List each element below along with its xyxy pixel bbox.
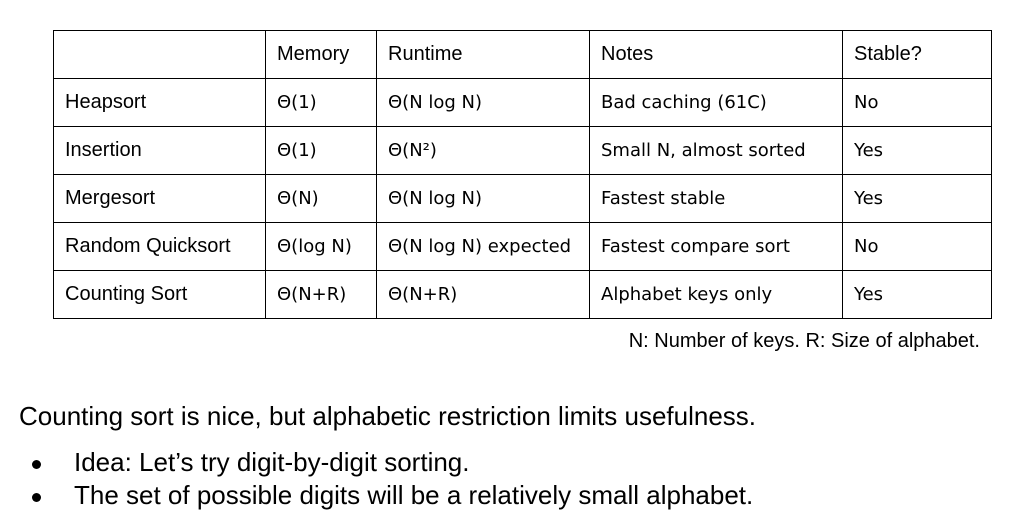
header-cell-notes: Notes — [589, 30, 843, 79]
runtime-cell: Θ(N²) — [376, 126, 590, 175]
bullet-icon — [32, 460, 41, 469]
stable-cell: Yes — [842, 174, 992, 223]
header-cell-memory: Memory — [265, 30, 377, 79]
algorithm-name-cell: Random Quicksort — [53, 222, 266, 271]
memory-cell: Θ(log N) — [265, 222, 377, 271]
header-cell-runtime: Runtime — [376, 30, 590, 79]
header-cell-empty — [53, 30, 266, 79]
header-cell-stable: Stable? — [842, 30, 992, 79]
algorithm-name-cell: Counting Sort — [53, 270, 266, 319]
stable-cell: Yes — [842, 126, 992, 175]
sort-comparison-table: Memory Runtime Notes Stable? Heapsort Θ(… — [53, 30, 992, 319]
table-header-row: Memory Runtime Notes Stable? — [53, 30, 992, 79]
notes-cell: Bad caching (61C) — [589, 78, 843, 127]
list-item: Idea: Let’s try digit-by-digit sorting. — [28, 446, 753, 479]
table-caption: N: Number of keys. R: Size of alphabet. — [628, 330, 980, 352]
algorithm-name-cell: Mergesort — [53, 174, 266, 223]
stable-cell: Yes — [842, 270, 992, 319]
runtime-cell: Θ(N log N) expected — [376, 222, 590, 271]
main-statement: Counting sort is nice, but alphabetic re… — [19, 401, 757, 431]
list-item-text: The set of possible digits will be a rel… — [74, 480, 754, 510]
algorithm-name-cell: Heapsort — [53, 78, 266, 127]
table-row: Insertion Θ(1) Θ(N²) Small N, almost sor… — [53, 126, 992, 175]
bullet-icon — [32, 493, 41, 502]
notes-cell: Small N, almost sorted — [589, 126, 843, 175]
runtime-cell: Θ(N log N) — [376, 78, 590, 127]
memory-cell: Θ(N+R) — [265, 270, 377, 319]
notes-cell: Fastest stable — [589, 174, 843, 223]
table-row: Mergesort Θ(N) Θ(N log N) Fastest stable… — [53, 174, 992, 223]
list-item: The set of possible digits will be a rel… — [28, 479, 753, 512]
list-item-text: Idea: Let’s try digit-by-digit sorting. — [74, 447, 470, 477]
algorithm-name-cell: Insertion — [53, 126, 266, 175]
table-row: Heapsort Θ(1) Θ(N log N) Bad caching (61… — [53, 78, 992, 127]
runtime-cell: Θ(N log N) — [376, 174, 590, 223]
table-row: Counting Sort Θ(N+R) Θ(N+R) Alphabet key… — [53, 270, 992, 319]
table-row: Random Quicksort Θ(log N) Θ(N log N) exp… — [53, 222, 992, 271]
memory-cell: Θ(N) — [265, 174, 377, 223]
notes-cell: Fastest compare sort — [589, 222, 843, 271]
notes-cell: Alphabet keys only — [589, 270, 843, 319]
bullet-list: Idea: Let’s try digit-by-digit sorting. … — [28, 446, 753, 512]
runtime-cell: Θ(N+R) — [376, 270, 590, 319]
stable-cell: No — [842, 78, 992, 127]
memory-cell: Θ(1) — [265, 78, 377, 127]
stable-cell: No — [842, 222, 992, 271]
memory-cell: Θ(1) — [265, 126, 377, 175]
